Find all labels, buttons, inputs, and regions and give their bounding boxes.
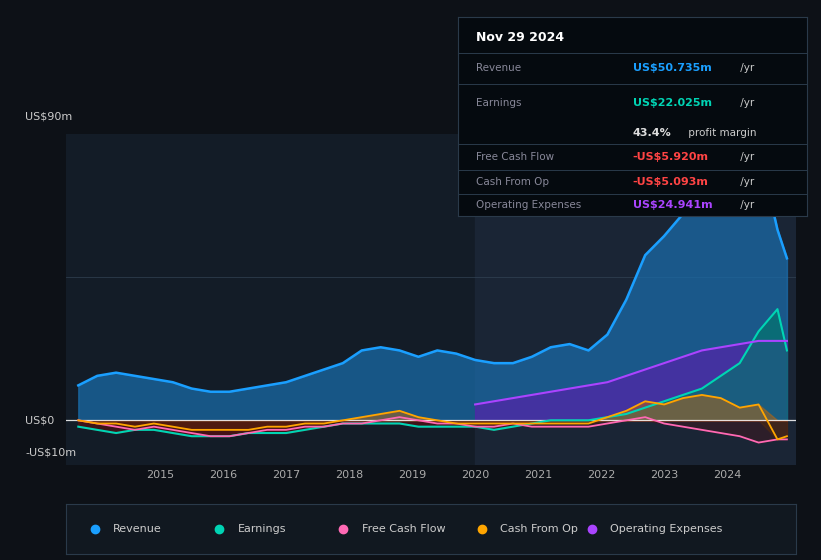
Text: -US$5.920m: -US$5.920m (633, 152, 709, 162)
Text: /yr: /yr (737, 177, 754, 187)
Text: Earnings: Earnings (475, 98, 521, 108)
Text: Revenue: Revenue (475, 63, 521, 73)
Bar (475, 134, 796, 465)
Text: Free Cash Flow: Free Cash Flow (361, 524, 445, 534)
Text: US$90m: US$90m (25, 111, 73, 121)
Text: 43.4%: 43.4% (633, 128, 672, 138)
Text: /yr: /yr (737, 152, 754, 162)
Text: Operating Expenses: Operating Expenses (610, 524, 722, 534)
Text: -US$5.093m: -US$5.093m (633, 177, 709, 187)
Text: profit margin: profit margin (685, 128, 756, 138)
Text: Cash From Op: Cash From Op (501, 524, 578, 534)
Text: US$24.941m: US$24.941m (633, 200, 712, 209)
Text: Operating Expenses: Operating Expenses (475, 200, 580, 209)
Text: US$50.735m: US$50.735m (633, 63, 711, 73)
Text: /yr: /yr (737, 98, 754, 108)
Text: /yr: /yr (737, 63, 754, 73)
Text: Revenue: Revenue (113, 524, 162, 534)
Text: /yr: /yr (737, 200, 754, 209)
Text: Nov 29 2024: Nov 29 2024 (475, 31, 564, 44)
Text: -US$10m: -US$10m (25, 447, 76, 457)
Text: US$0: US$0 (25, 416, 55, 426)
Text: Free Cash Flow: Free Cash Flow (475, 152, 553, 162)
Text: US$22.025m: US$22.025m (633, 98, 712, 108)
Text: Cash From Op: Cash From Op (475, 177, 548, 187)
Text: Earnings: Earnings (237, 524, 286, 534)
